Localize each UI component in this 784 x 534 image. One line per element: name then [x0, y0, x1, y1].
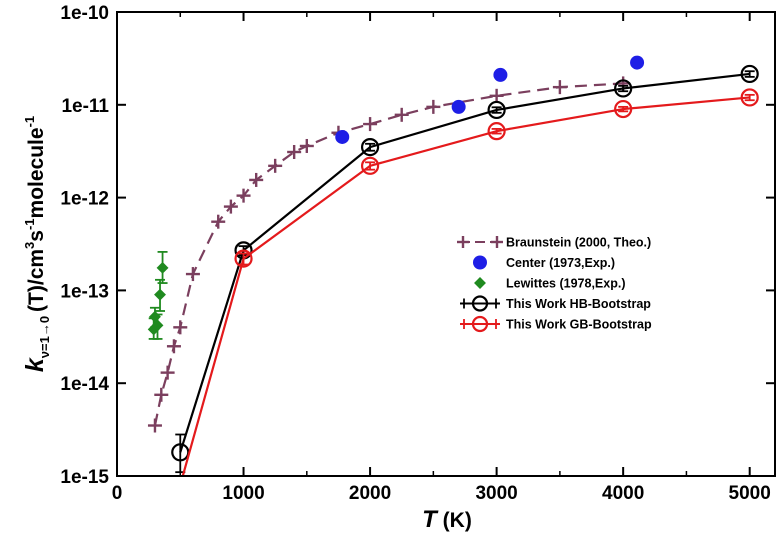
- legend-item: Braunstein (2000, Theo.): [457, 236, 651, 250]
- diamond-marker: [156, 261, 169, 274]
- filled-circle-marker: [630, 55, 645, 70]
- series-line: [181, 96, 750, 476]
- error-bar: [365, 161, 376, 171]
- y-axis-title: kν=1→0(T)/cm3s-1molecule-1: [21, 116, 52, 372]
- y-axis-molecule: molecule: [25, 127, 48, 218]
- legend-item: This Work GB-Bootstrap: [460, 315, 652, 333]
- legend-label: Braunstein (2000, Theo.): [506, 236, 651, 250]
- open-circle-marker: [471, 315, 489, 333]
- series-0: [147, 76, 631, 433]
- open-circle-marker: [740, 88, 759, 107]
- filled-circle-marker: [493, 67, 508, 82]
- y-axis-exp1: 3: [22, 242, 37, 249]
- open-circle-marker: [234, 249, 253, 268]
- y-axis-exp2: -1: [22, 218, 37, 230]
- open-circle-marker: [487, 122, 506, 141]
- error-bar: [365, 142, 376, 152]
- y-axis-exp3: -1: [22, 116, 37, 128]
- legend-label: Lewittes (1978,Exp.): [506, 277, 626, 291]
- y-axis-k: k: [21, 357, 49, 372]
- legend-item: Lewittes (1978,Exp.): [474, 277, 626, 291]
- filled-circle-marker: [335, 129, 350, 144]
- plus-marker: [147, 418, 162, 433]
- error-bar: [238, 252, 249, 266]
- error-bar: [175, 480, 185, 490]
- error-bar: [491, 127, 502, 135]
- open-circle-marker: [360, 156, 380, 175]
- open-circle-marker: [360, 138, 380, 157]
- plot-area: [147, 55, 759, 490]
- plus-marker: [426, 99, 441, 114]
- plus-marker: [236, 188, 251, 203]
- y-tick-label: 1e-13: [60, 281, 109, 302]
- plus-marker: [457, 236, 469, 248]
- x-tick-label: 1000: [222, 483, 264, 504]
- legend-label: Center (1973,Exp.): [506, 256, 615, 270]
- series-line: [179, 72, 750, 453]
- y-axis-subscript: ν=1→0: [37, 316, 52, 358]
- x-axis-unit: (K): [437, 509, 472, 532]
- legend-item: This Work HB-Bootstrap: [460, 295, 651, 312]
- diamond-marker: [149, 310, 161, 323]
- x-axis-symbol: T: [422, 506, 439, 533]
- y-axis-mid: (T)/cm: [25, 249, 48, 312]
- plus-marker: [287, 145, 302, 160]
- error-bar: [618, 84, 629, 93]
- filled-circle-marker: [451, 99, 466, 114]
- series-line: [153, 82, 624, 426]
- plus-marker: [491, 236, 503, 248]
- y-tick-label: 1e-12: [60, 189, 109, 210]
- diamond-marker: [151, 319, 164, 332]
- open-circle-marker: [487, 100, 506, 120]
- error-bar: [744, 70, 755, 78]
- x-tick-label: 4000: [602, 483, 644, 504]
- plus-marker: [223, 199, 238, 214]
- legend-item: Center (1973,Exp.): [473, 255, 615, 270]
- y-tick-label: 1e-11: [61, 96, 109, 117]
- plus-marker: [299, 138, 314, 153]
- x-axis-title: T (K): [422, 506, 472, 533]
- y-tick-label: 1e-15: [60, 467, 109, 488]
- error-bar: [618, 105, 629, 113]
- x-tick-label: 3000: [475, 483, 517, 504]
- plus-marker: [160, 365, 175, 380]
- diamond-marker: [154, 288, 166, 301]
- axis-ticks: 0 1000 2000 3000 4000 5000 1e-15 1e-14 1e-13 1e-1…: [60, 3, 775, 504]
- plus-marker: [394, 107, 409, 122]
- plus-marker: [249, 172, 264, 187]
- plus-marker: [154, 387, 169, 402]
- plus-marker: [268, 158, 283, 173]
- legend-label: This Work HB-Bootstrap: [506, 297, 651, 311]
- plus-marker: [185, 267, 200, 282]
- x-tick-label: 2000: [349, 483, 391, 504]
- plus-marker: [552, 80, 567, 95]
- open-circle-marker: [614, 79, 633, 98]
- plot-frame: [116, 11, 776, 477]
- plus-marker: [173, 320, 188, 335]
- x-tick-label: 0: [112, 483, 123, 504]
- error-bar: [744, 93, 755, 102]
- series-4: [175, 88, 759, 490]
- plus-marker: [489, 88, 504, 103]
- legend-label: This Work GB-Bootstrap: [506, 318, 652, 332]
- plus-marker: [211, 214, 226, 229]
- series-1: [335, 55, 645, 144]
- legend: Braunstein (2000, Theo.) Center (1973,Exp…: [457, 236, 652, 333]
- y-tick-label: 1e-10: [60, 3, 109, 24]
- open-circle-marker: [614, 99, 633, 119]
- series-2: [147, 250, 169, 340]
- open-circle-marker: [740, 64, 759, 84]
- open-circle-marker: [471, 295, 489, 312]
- plus-marker: [363, 117, 378, 132]
- filled-circle-marker: [473, 255, 487, 270]
- plus-marker: [166, 339, 181, 354]
- diamond-marker: [474, 277, 486, 289]
- x-tick-label: 5000: [729, 483, 771, 504]
- series-3: [171, 64, 759, 474]
- error-bar: [491, 106, 502, 114]
- open-circle-marker: [178, 475, 182, 476]
- y-axis-s: s: [25, 230, 48, 242]
- y-tick-label: 1e-14: [60, 374, 109, 395]
